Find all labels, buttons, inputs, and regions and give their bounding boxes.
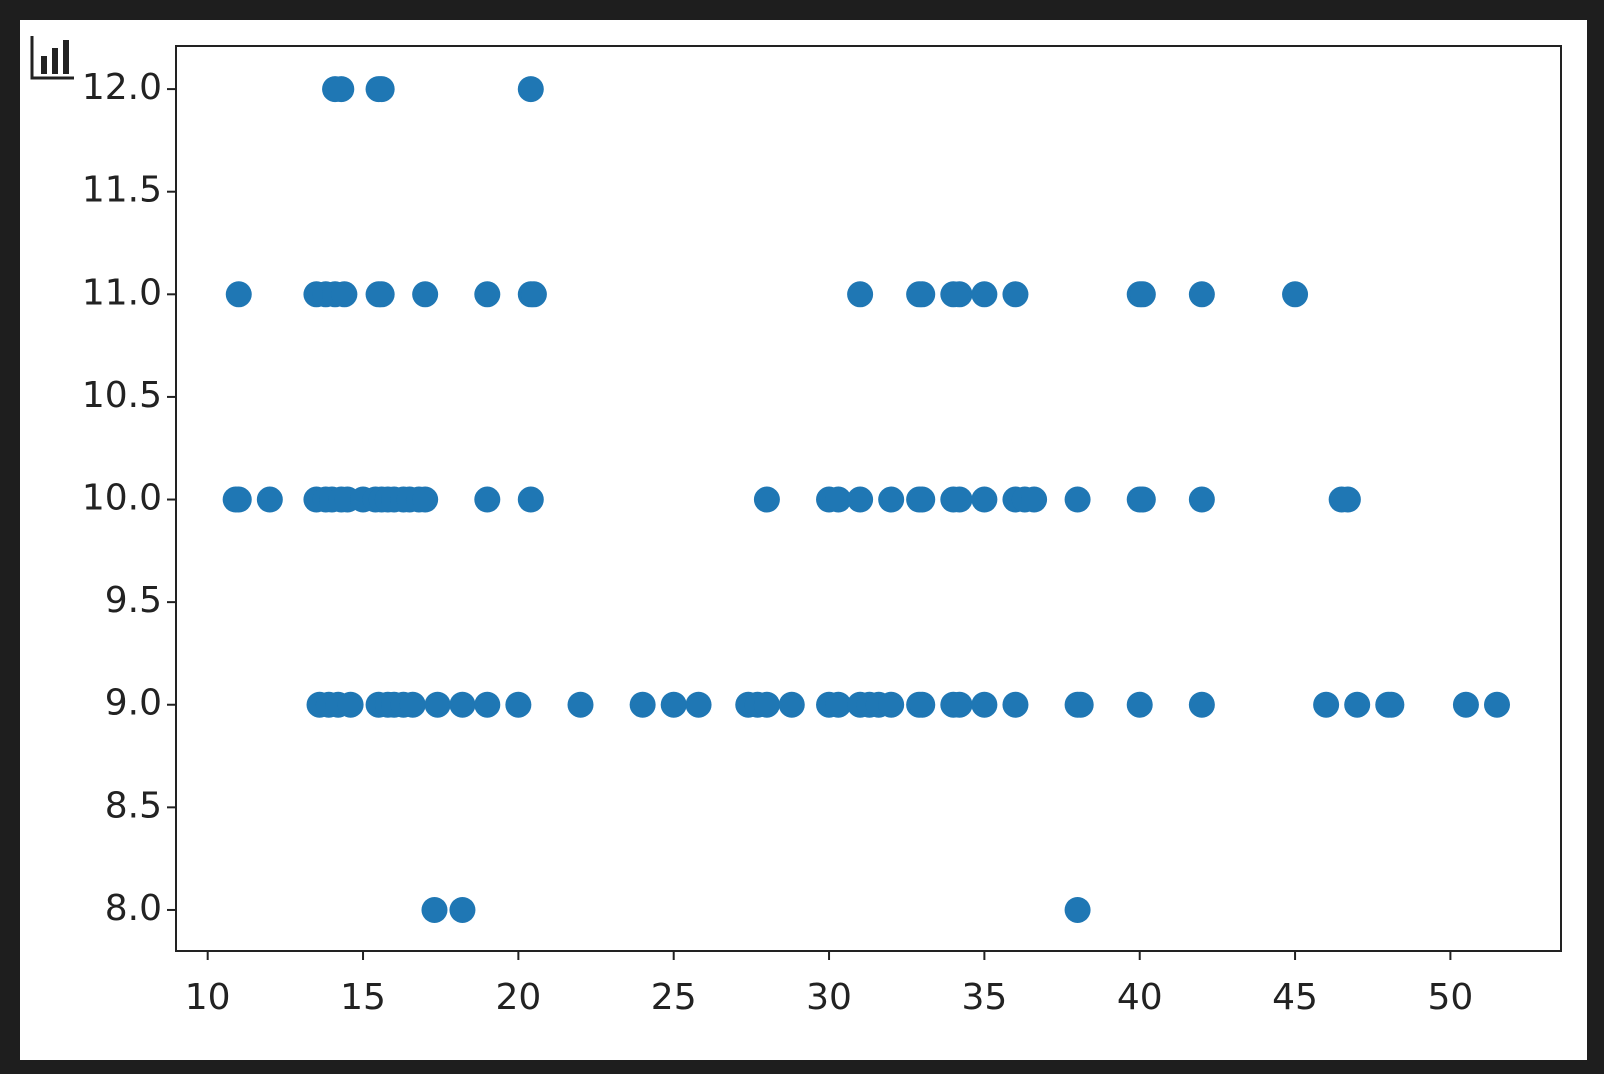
x-tick-label: 50 <box>1427 977 1473 1018</box>
point <box>1188 691 1215 718</box>
point <box>368 281 395 308</box>
point <box>1064 486 1091 513</box>
point <box>878 486 905 513</box>
point <box>412 486 439 513</box>
point <box>1378 691 1405 718</box>
point <box>567 691 594 718</box>
point <box>971 691 998 718</box>
point <box>368 76 395 103</box>
point <box>1188 281 1215 308</box>
x-tick-label: 20 <box>495 977 541 1018</box>
x-tick-label: 30 <box>806 977 852 1018</box>
point <box>909 281 936 308</box>
point <box>449 896 476 923</box>
point <box>424 691 451 718</box>
point <box>474 486 501 513</box>
x-tick-label: 35 <box>961 977 1007 1018</box>
point <box>1452 691 1479 718</box>
point <box>685 691 712 718</box>
point <box>1129 486 1156 513</box>
y-tick-label: 12.0 <box>82 67 162 108</box>
point <box>825 691 852 718</box>
y-tick-label: 11.5 <box>82 170 162 211</box>
point <box>421 896 448 923</box>
point <box>971 281 998 308</box>
figure-background <box>20 20 1587 1060</box>
point <box>520 281 547 308</box>
point <box>1484 691 1511 718</box>
point <box>225 281 252 308</box>
point <box>909 486 936 513</box>
point <box>847 486 874 513</box>
x-tick-label: 40 <box>1117 977 1163 1018</box>
y-tick-label: 11.0 <box>82 272 162 313</box>
point <box>337 691 364 718</box>
point <box>946 281 973 308</box>
x-tick-label: 15 <box>340 977 386 1018</box>
y-tick-label: 8.5 <box>105 785 162 826</box>
x-tick-label: 45 <box>1272 977 1318 1018</box>
point <box>946 486 973 513</box>
point <box>778 691 805 718</box>
y-tick-label: 10.0 <box>82 478 162 519</box>
plot-frame <box>175 45 1562 952</box>
point <box>1334 486 1361 513</box>
point <box>449 691 476 718</box>
point <box>474 691 501 718</box>
point <box>825 486 852 513</box>
point <box>1344 691 1371 718</box>
point <box>878 691 905 718</box>
icon-axis <box>30 36 74 80</box>
point <box>399 691 426 718</box>
point <box>1282 281 1309 308</box>
point <box>1002 281 1029 308</box>
point <box>660 691 687 718</box>
point <box>847 281 874 308</box>
y-tick-label: 10.5 <box>82 375 162 416</box>
point <box>1129 281 1156 308</box>
y-tick-label: 8.0 <box>105 888 162 929</box>
point <box>909 691 936 718</box>
point <box>256 486 283 513</box>
point <box>505 691 532 718</box>
point <box>517 76 544 103</box>
point <box>225 486 252 513</box>
point <box>1067 691 1094 718</box>
point <box>412 281 439 308</box>
point <box>1064 896 1091 923</box>
x-tick-label: 25 <box>651 977 697 1018</box>
point <box>517 486 544 513</box>
point <box>753 486 780 513</box>
point <box>1313 691 1340 718</box>
point <box>474 281 501 308</box>
point <box>1126 691 1153 718</box>
x-tick-label: 10 <box>185 977 231 1018</box>
icon-bars <box>41 40 69 74</box>
point <box>331 281 358 308</box>
point <box>753 691 780 718</box>
point <box>1021 486 1048 513</box>
point <box>971 486 998 513</box>
point <box>946 691 973 718</box>
point <box>1002 691 1029 718</box>
y-tick-label: 9.0 <box>105 683 162 724</box>
point <box>1188 486 1215 513</box>
chart-icon[interactable] <box>30 36 74 80</box>
point <box>629 691 656 718</box>
point <box>328 76 355 103</box>
y-tick-label: 9.5 <box>105 580 162 621</box>
